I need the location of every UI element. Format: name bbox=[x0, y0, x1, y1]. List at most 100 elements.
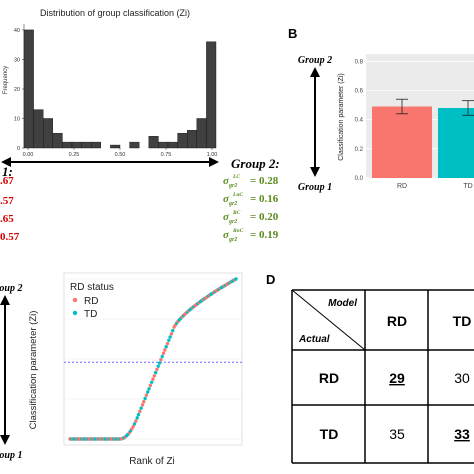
legend-td-label: TD bbox=[84, 309, 97, 320]
scatter-point bbox=[143, 396, 147, 401]
scatter-point bbox=[157, 361, 162, 365]
scatter-point bbox=[155, 367, 159, 372]
y-tick-label: 0.6 bbox=[355, 88, 364, 94]
scatter-point bbox=[139, 406, 143, 410]
x-tick-label: 0.00 bbox=[23, 152, 34, 158]
scatter-point bbox=[152, 374, 157, 378]
group1-value-4: 0.57 bbox=[0, 231, 20, 243]
bar-td bbox=[438, 107, 474, 178]
x-tick-label: 0.25 bbox=[69, 152, 80, 158]
confusion-table: Model Actual RD TD RD TD 29 30 35 33 bbox=[291, 289, 474, 464]
y-tick-label: 0.0 bbox=[355, 176, 364, 182]
legend-rd-swatch bbox=[72, 297, 78, 303]
histogram-y-axis-label: Frequency bbox=[3, 66, 9, 94]
legend-rd-label: RD bbox=[84, 296, 98, 307]
panel-c-group1-label: roup 1 bbox=[0, 450, 22, 461]
cell-rd-td: 30 bbox=[454, 370, 470, 386]
histogram-bar bbox=[23, 29, 34, 149]
histogram-bar bbox=[81, 141, 92, 149]
group1-value-2: .57 bbox=[0, 195, 14, 207]
histogram-bar bbox=[71, 141, 82, 149]
scatter-point bbox=[171, 328, 175, 333]
panel-a: Distribution of group classification (Zi… bbox=[0, 8, 280, 243]
y-tick-label: 0 bbox=[17, 146, 20, 152]
header-diagonal bbox=[291, 289, 366, 351]
group2-sigma-row: σgr2LnC = 0.16 bbox=[223, 192, 279, 207]
row-label-td: TD bbox=[320, 426, 339, 442]
y-tick-label: 20 bbox=[14, 87, 20, 93]
scatter-point bbox=[160, 354, 164, 359]
group2-sigma-row: σgr2RnC = 0.19 bbox=[223, 228, 279, 243]
histogram-bar bbox=[90, 141, 101, 149]
scatter-point bbox=[134, 419, 138, 423]
scatter-point bbox=[169, 332, 174, 336]
scatter-point bbox=[147, 387, 151, 391]
group2-sigma-row: σgr2LC = 0.28 bbox=[223, 174, 279, 189]
scatter-point bbox=[156, 364, 160, 368]
x-tick-label: 0.50 bbox=[115, 152, 126, 158]
group2-heading: Group 2: bbox=[231, 156, 280, 171]
histogram-bar bbox=[186, 130, 197, 149]
histogram-bar bbox=[129, 141, 140, 149]
y-tick-label: 0.8 bbox=[355, 59, 364, 65]
histogram-bar bbox=[110, 144, 121, 149]
histogram-bar bbox=[148, 135, 159, 149]
y-tick-label: 30 bbox=[14, 57, 20, 63]
histogram-bars bbox=[23, 29, 217, 149]
header-actual-label: Actual bbox=[298, 334, 330, 345]
x-tick-label: TD bbox=[463, 183, 472, 190]
histogram-bar bbox=[52, 133, 63, 149]
scatter-point bbox=[136, 412, 141, 417]
legend-td-swatch bbox=[72, 310, 78, 316]
panel-b-letter: B bbox=[288, 26, 297, 41]
x-tick-label: RD bbox=[397, 183, 407, 190]
histogram-bar bbox=[206, 41, 217, 149]
panel-b-y-axis: 0.0 0.2 0.4 0.6 0.8 bbox=[355, 59, 364, 182]
panel-c-x-axis-label: Rank of Zi bbox=[129, 456, 175, 467]
histogram-bar bbox=[177, 133, 188, 149]
scatter-point bbox=[234, 277, 238, 281]
histogram-bar bbox=[158, 141, 169, 149]
scatter-point bbox=[148, 383, 153, 388]
y-tick-label: 0.2 bbox=[355, 147, 364, 153]
panel-c-y-axis-label: Classification parameter (Zi) bbox=[28, 311, 39, 430]
scatter-point bbox=[168, 335, 172, 339]
column-label-rd: RD bbox=[387, 313, 407, 329]
panel-b-y-axis-label: Classification parameter (Zi) bbox=[338, 73, 345, 161]
scatter-point bbox=[132, 422, 137, 426]
histogram-bar bbox=[33, 109, 44, 149]
scatter-point bbox=[149, 380, 154, 385]
panel-d: D Model Actual RD TD RD TD 29 30 35 33 bbox=[266, 272, 474, 464]
panel-b-group2-label: Group 2 bbox=[298, 55, 332, 66]
scatter-point bbox=[146, 390, 150, 394]
x-tick-label: 0.75 bbox=[161, 152, 172, 158]
scatter-point bbox=[135, 416, 139, 420]
group2-sigma-row: σgr2RC = 0.20 bbox=[223, 210, 279, 225]
histogram-title: Distribution of group classification (Zi… bbox=[40, 8, 190, 18]
group1-value-1: .67 bbox=[0, 175, 14, 187]
histogram-bar bbox=[43, 118, 54, 149]
panel-c-points bbox=[68, 277, 238, 441]
y-tick-label: 0.4 bbox=[355, 118, 364, 124]
column-label-td: TD bbox=[453, 313, 472, 329]
panel-b: B Group 2 Group 1 Classification paramet… bbox=[288, 26, 474, 193]
cell-td-rd: 35 bbox=[389, 426, 405, 442]
panel-b-bars: RD TD bbox=[372, 98, 474, 190]
bar-rd bbox=[372, 106, 432, 178]
scatter-point bbox=[165, 341, 170, 346]
scatter-point bbox=[163, 348, 167, 352]
scatter-point bbox=[131, 424, 135, 429]
histogram-x-axis: 0.00 0.25 0.50 0.75 1.00 bbox=[23, 148, 218, 158]
row-label-rd: RD bbox=[319, 370, 339, 386]
x-tick-label: 1.00 bbox=[207, 152, 218, 158]
scatter-point bbox=[153, 370, 158, 375]
histogram-bar bbox=[196, 118, 207, 149]
scatter-point bbox=[161, 351, 166, 355]
scatter-point bbox=[138, 409, 142, 414]
group1-heading-fragment: 1: bbox=[2, 164, 13, 179]
panel-c-legend: RD status RD TD bbox=[70, 282, 114, 320]
panel-d-letter: D bbox=[266, 272, 275, 287]
scatter-point bbox=[144, 393, 149, 397]
scatter-point bbox=[151, 377, 155, 381]
